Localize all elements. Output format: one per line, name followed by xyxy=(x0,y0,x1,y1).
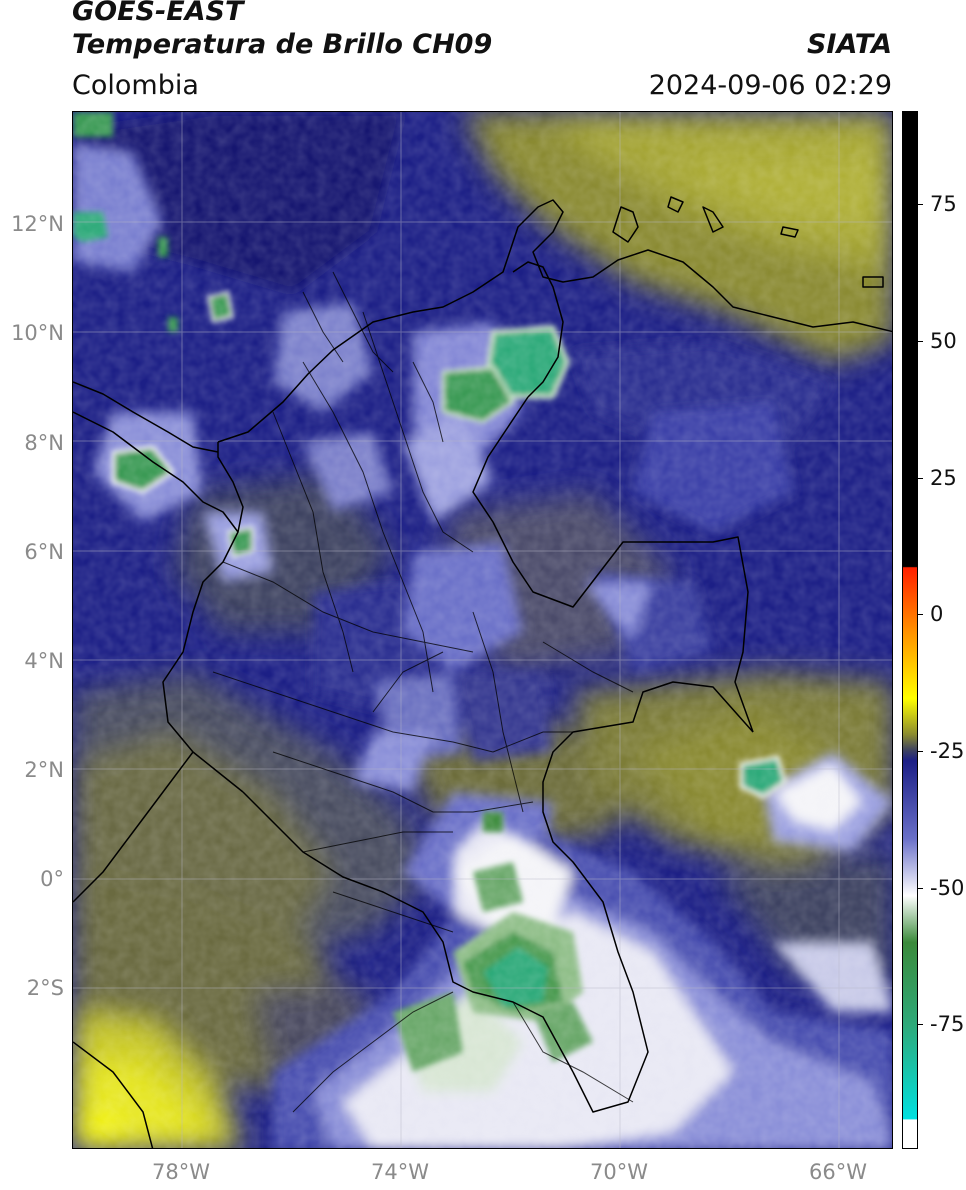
colorbar-tick-label: -50 xyxy=(930,876,965,900)
lon-label: 74°W xyxy=(371,1160,429,1184)
timestamp-label: 2024-09-06 02:29 xyxy=(648,70,892,101)
lat-label: 6°N xyxy=(24,540,64,564)
lat-label: 0° xyxy=(40,867,64,891)
lon-label: 66°W xyxy=(809,1160,867,1184)
lat-label: 2°N xyxy=(24,758,64,782)
lon-label: 70°W xyxy=(590,1160,648,1184)
lat-label: 4°N xyxy=(24,649,64,673)
lat-label: 8°N xyxy=(24,431,64,455)
colorbar-tick-label: 75 xyxy=(930,192,957,216)
graticule xyxy=(73,112,892,1148)
satellite-imagery xyxy=(73,112,892,1148)
colorbar-tick-label: -25 xyxy=(930,739,965,763)
lat-label: 2°S xyxy=(26,976,64,1000)
colorbar-tick-label: 25 xyxy=(930,466,957,490)
colorbar-tick-label: 0 xyxy=(930,602,944,626)
satellite-map xyxy=(72,111,893,1149)
lat-label: 10°N xyxy=(11,321,64,345)
department-borders xyxy=(212,271,634,1113)
colorbar-tick-label: -75 xyxy=(930,1012,965,1036)
temperature-colorbar xyxy=(902,111,918,1149)
organization-label: SIATA xyxy=(806,29,892,60)
map-title: GOES-EAST xyxy=(72,0,244,27)
lat-label: 12°N xyxy=(11,212,64,236)
country-borders xyxy=(73,196,892,1148)
map-subtitle: Temperatura de Brillo CH09 xyxy=(72,29,493,60)
lon-label: 78°W xyxy=(152,1160,210,1184)
colorbar-tick-label: 50 xyxy=(930,329,957,353)
region-label: Colombia xyxy=(72,70,199,101)
